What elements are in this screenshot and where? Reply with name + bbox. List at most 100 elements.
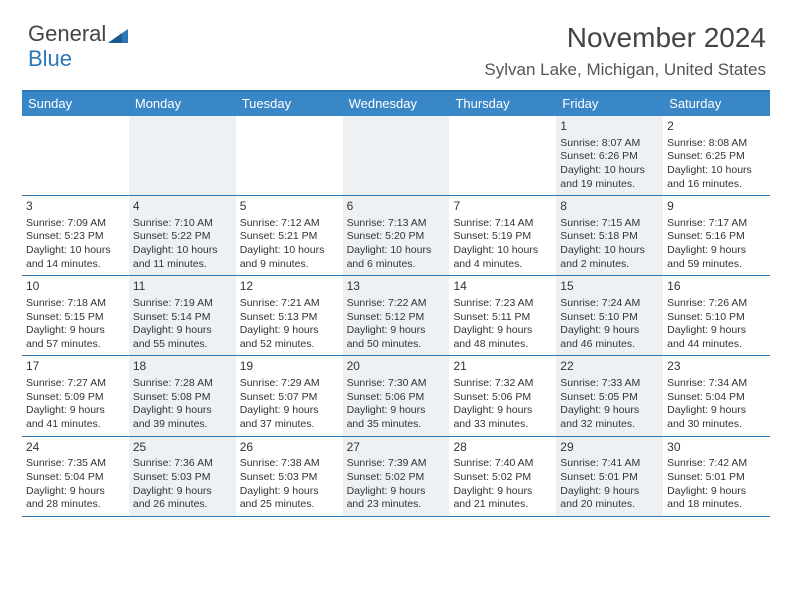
day-number: 9 <box>667 199 766 215</box>
sunset: Sunset: 5:14 PM <box>133 311 232 325</box>
day-cell: 13 Sunrise: 7:22 AMSunset: 5:12 PMDayligh… <box>343 276 450 355</box>
weekday-header: Monday <box>129 92 236 116</box>
day-number: 13 <box>347 279 446 295</box>
daylight: Daylight: 10 hours and 14 minutes. <box>26 244 125 271</box>
day-cell: 27Sunrise: 7:39 AMSunset: 5:02 PMDayligh… <box>343 437 450 516</box>
weekday-header: Tuesday <box>236 92 343 116</box>
day-number: 30 <box>667 440 766 456</box>
day-number: 5 <box>240 199 339 215</box>
daylight: Daylight: 9 hours and 39 minutes. <box>133 404 232 431</box>
logo-triangle-icon <box>108 24 128 47</box>
day-number: 4 <box>133 199 232 215</box>
day-info: Sunrise: 7:42 AMSunset: 5:01 PMDaylight:… <box>667 457 766 512</box>
day-cell: 30Sunrise: 7:42 AMSunset: 5:01 PMDayligh… <box>663 437 770 516</box>
day-cell: 2 Sunrise: 8:08 AMSunset: 6:25 PMDaylight… <box>663 116 770 195</box>
day-info: Sunrise: 7:21 AMSunset: 5:13 PMDaylight:… <box>240 297 339 352</box>
sunrise: Sunrise: 7:22 AM <box>347 297 446 311</box>
day-number: 2 <box>667 119 766 135</box>
day-number: 26 <box>240 440 339 456</box>
sunset: Sunset: 5:07 PM <box>240 391 339 405</box>
sunset: Sunset: 5:12 PM <box>347 311 446 325</box>
sunset: Sunset: 5:22 PM <box>133 230 232 244</box>
day-info: Sunrise: 7:32 AMSunset: 5:06 PMDaylight:… <box>453 377 552 432</box>
week-row: 1 Sunrise: 8:07 AMSunset: 6:26 PMDaylight… <box>22 116 770 196</box>
weekday-header: Wednesday <box>343 92 450 116</box>
day-info: Sunrise: 7:10 AMSunset: 5:22 PMDaylight:… <box>133 217 232 272</box>
daylight: Daylight: 10 hours and 2 minutes. <box>560 244 659 271</box>
daylight: Daylight: 9 hours and 41 minutes. <box>26 404 125 431</box>
day-number: 3 <box>26 199 125 215</box>
weekday-header: Thursday <box>449 92 556 116</box>
weekday-header: Saturday <box>663 92 770 116</box>
daylight: Daylight: 9 hours and 50 minutes. <box>347 324 446 351</box>
day-info: Sunrise: 7:23 AMSunset: 5:11 PMDaylight:… <box>453 297 552 352</box>
daylight: Daylight: 9 hours and 33 minutes. <box>453 404 552 431</box>
weekday-header: Friday <box>556 92 663 116</box>
day-cell: 18 Sunrise: 7:28 AMSunset: 5:08 PMDayligh… <box>129 356 236 435</box>
day-cell: 6Sunrise: 7:13 AMSunset: 5:20 PMDaylight… <box>343 196 450 275</box>
sunrise: Sunrise: 7:40 AM <box>453 457 552 471</box>
week-row: 10Sunrise: 7:18 AMSunset: 5:15 PMDayligh… <box>22 276 770 356</box>
day-number: 19 <box>240 359 339 375</box>
header: November 2024 Sylvan Lake, Michigan, Uni… <box>22 22 770 80</box>
daylight: Daylight: 9 hours and 20 minutes. <box>560 485 659 512</box>
sunrise: Sunrise: 8:07 AM <box>560 137 659 151</box>
sunset: Sunset: 5:10 PM <box>560 311 659 325</box>
sunset: Sunset: 5:08 PM <box>133 391 232 405</box>
day-number: 24 <box>26 440 125 456</box>
day-cell: 8Sunrise: 7:15 AMSunset: 5:18 PMDaylight… <box>556 196 663 275</box>
day-cell: 7Sunrise: 7:14 AMSunset: 5:19 PMDaylight… <box>449 196 556 275</box>
day-info: Sunrise: 7:28 AMSunset: 5:08 PMDaylight:… <box>133 377 232 432</box>
sunset: Sunset: 5:13 PM <box>240 311 339 325</box>
day-number: 12 <box>240 279 339 295</box>
day-cell: 4 Sunrise: 7:10 AMSunset: 5:22 PMDaylight… <box>129 196 236 275</box>
day-cell: 14Sunrise: 7:23 AMSunset: 5:11 PMDayligh… <box>449 276 556 355</box>
day-info: Sunrise: 7:33 AMSunset: 5:05 PMDaylight:… <box>560 377 659 432</box>
day-number: 23 <box>667 359 766 375</box>
day-info: Sunrise: 7:26 AMSunset: 5:10 PMDaylight:… <box>667 297 766 352</box>
day-info: Sunrise: 7:22 AMSunset: 5:12 PMDaylight:… <box>347 297 446 352</box>
sunset: Sunset: 5:02 PM <box>347 471 446 485</box>
sunset: Sunset: 5:21 PM <box>240 230 339 244</box>
daylight: Daylight: 10 hours and 9 minutes. <box>240 244 339 271</box>
sunrise: Sunrise: 7:23 AM <box>453 297 552 311</box>
day-cell: 10Sunrise: 7:18 AMSunset: 5:15 PMDayligh… <box>22 276 129 355</box>
day-cell: 1 Sunrise: 8:07 AMSunset: 6:26 PMDaylight… <box>556 116 663 195</box>
day-cell: 21 Sunrise: 7:32 AMSunset: 5:06 PMDayligh… <box>449 356 556 435</box>
daylight: Daylight: 9 hours and 46 minutes. <box>560 324 659 351</box>
sunrise: Sunrise: 7:21 AM <box>240 297 339 311</box>
weekday-header: Sunday <box>22 92 129 116</box>
day-info: Sunrise: 7:34 AMSunset: 5:04 PMDaylight:… <box>667 377 766 432</box>
day-number: 21 <box>453 359 552 375</box>
sunrise: Sunrise: 7:12 AM <box>240 217 339 231</box>
sunset: Sunset: 5:18 PM <box>560 230 659 244</box>
day-cell: 19Sunrise: 7:29 AMSunset: 5:07 PMDayligh… <box>236 356 343 435</box>
day-cell: 28Sunrise: 7:40 AMSunset: 5:02 PMDayligh… <box>449 437 556 516</box>
day-cell: 25Sunrise: 7:36 AMSunset: 5:03 PMDayligh… <box>129 437 236 516</box>
day-cell <box>449 116 556 195</box>
sunrise: Sunrise: 8:08 AM <box>667 137 766 151</box>
day-cell: 26Sunrise: 7:38 AMSunset: 5:03 PMDayligh… <box>236 437 343 516</box>
day-number: 18 <box>133 359 232 375</box>
sunset: Sunset: 5:09 PM <box>26 391 125 405</box>
daylight: Daylight: 9 hours and 37 minutes. <box>240 404 339 431</box>
daylight: Daylight: 9 hours and 26 minutes. <box>133 485 232 512</box>
daylight: Daylight: 10 hours and 16 minutes. <box>667 164 766 191</box>
day-number: 1 <box>560 119 659 135</box>
daylight: Daylight: 9 hours and 52 minutes. <box>240 324 339 351</box>
sunset: Sunset: 5:02 PM <box>453 471 552 485</box>
sunset: Sunset: 5:01 PM <box>560 471 659 485</box>
day-cell <box>343 116 450 195</box>
weekday-header-row: SundayMondayTuesdayWednesdayThursdayFrid… <box>22 92 770 116</box>
day-number: 28 <box>453 440 552 456</box>
day-info: Sunrise: 8:07 AMSunset: 6:26 PMDaylight:… <box>560 137 659 192</box>
daylight: Daylight: 9 hours and 23 minutes. <box>347 485 446 512</box>
daylight: Daylight: 10 hours and 19 minutes. <box>560 164 659 191</box>
day-number: 15 <box>560 279 659 295</box>
sunset: Sunset: 6:25 PM <box>667 150 766 164</box>
sunrise: Sunrise: 7:15 AM <box>560 217 659 231</box>
sunset: Sunset: 5:19 PM <box>453 230 552 244</box>
sunrise: Sunrise: 7:30 AM <box>347 377 446 391</box>
sunrise: Sunrise: 7:33 AM <box>560 377 659 391</box>
logo-text-1: General <box>28 21 106 46</box>
